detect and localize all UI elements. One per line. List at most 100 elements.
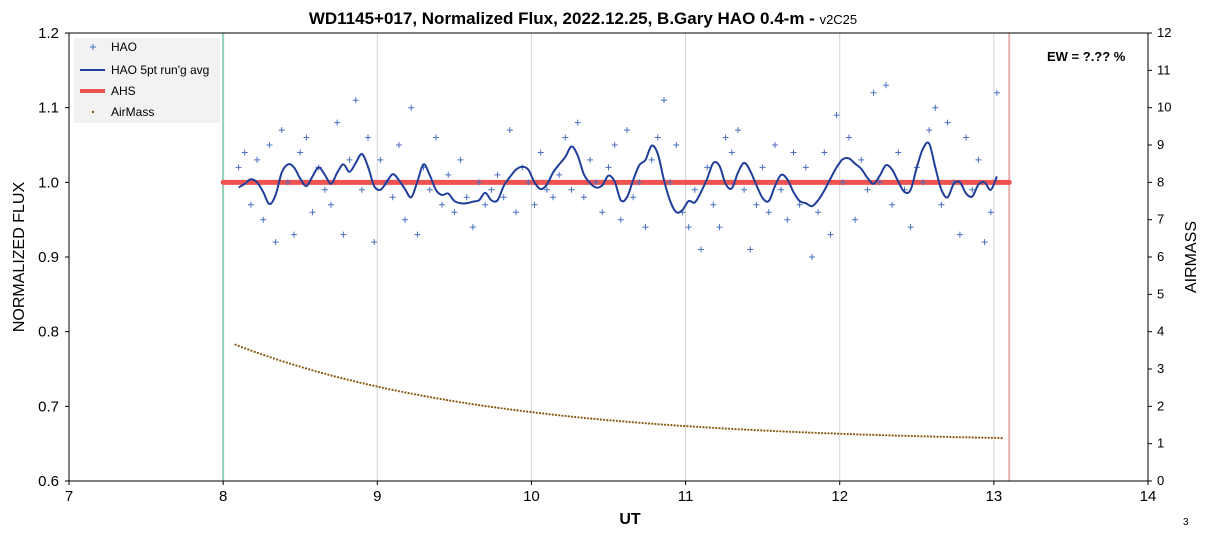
hao-running-average-series <box>238 141 998 214</box>
hao-point <box>457 156 464 163</box>
hao-point <box>309 209 316 216</box>
airmass-point <box>689 425 692 428</box>
airmass-point <box>654 422 657 426</box>
hao-point <box>673 142 680 148</box>
airmass-point <box>510 408 513 411</box>
hao-point <box>728 149 735 156</box>
airmass-point <box>712 426 715 429</box>
airmass-point <box>298 365 301 368</box>
airmass-point <box>407 392 410 395</box>
airmass-point <box>817 431 821 435</box>
hao-point <box>476 179 482 186</box>
airmass-point <box>420 394 423 397</box>
airmass-point <box>840 432 843 435</box>
airmass-point <box>872 433 875 436</box>
x-tick-label: 10 <box>523 488 540 505</box>
airmass-point <box>538 412 542 415</box>
hao-point <box>926 127 933 134</box>
airmass-point <box>657 423 660 426</box>
airmass-point <box>798 431 801 434</box>
y-axis-label: NORMALIZED FLUX <box>11 182 28 333</box>
airmass-point <box>266 355 269 358</box>
airmass-point <box>580 416 583 419</box>
hao-point <box>864 186 871 193</box>
airmass-point <box>958 436 962 439</box>
airmass-point <box>445 399 449 402</box>
airmass-point <box>929 435 933 438</box>
hao-point <box>328 201 334 208</box>
airmass-point <box>372 384 375 387</box>
airmass-point <box>731 427 734 430</box>
hao-point <box>747 246 754 253</box>
airmass-point <box>885 434 888 437</box>
hao-point <box>963 134 970 141</box>
airmass-point <box>256 351 259 355</box>
airmass-point <box>554 413 558 417</box>
airmass-point <box>596 418 599 421</box>
hao-point <box>870 89 877 96</box>
airmass-point <box>599 418 603 421</box>
airmass-point <box>542 412 545 415</box>
airmass-point <box>702 426 705 429</box>
hao-point <box>735 127 741 134</box>
airmass-point <box>830 432 833 435</box>
airmass-point <box>404 391 407 394</box>
airmass-point <box>320 371 324 375</box>
airmass-point <box>593 417 596 420</box>
airmass-point <box>452 400 455 403</box>
airmass-point <box>888 434 891 437</box>
x-tick-label: 14 <box>1140 488 1157 505</box>
airmass-point <box>644 422 647 425</box>
x-tick-label: 12 <box>831 488 848 505</box>
airmass-point <box>782 430 785 433</box>
airmass-point <box>478 404 481 407</box>
airmass-point <box>923 435 926 438</box>
airmass-point <box>308 368 311 371</box>
airmass-point <box>426 395 429 398</box>
hao-point <box>599 209 606 216</box>
airmass-point <box>833 432 837 435</box>
airmass-point <box>631 421 635 424</box>
airmass-point <box>417 393 420 396</box>
hao-point <box>654 134 661 141</box>
airmass-point <box>288 362 292 365</box>
airmass-point <box>353 380 356 383</box>
airmass-point <box>369 383 372 387</box>
running-average-line <box>238 141 998 214</box>
airmass-point <box>519 409 522 412</box>
airmass-point <box>285 361 288 364</box>
airmass-point <box>410 392 413 395</box>
airmass-point <box>615 419 619 422</box>
airmass-point <box>362 382 365 385</box>
legend-average-label: HAO 5pt run'g avg <box>111 63 209 77</box>
airmass-point <box>849 433 853 436</box>
hao-point <box>987 209 994 216</box>
hao-point <box>513 209 519 216</box>
airmass-point <box>583 416 587 420</box>
right-tick-label: 10 <box>1157 100 1171 115</box>
airmass-point <box>612 419 615 422</box>
airmass-point <box>859 433 862 436</box>
airmass-point <box>878 434 881 437</box>
airmass-point <box>968 436 971 439</box>
airmass-point <box>333 375 336 378</box>
airmass-point <box>936 435 939 438</box>
airmass-point <box>856 433 859 436</box>
airmass-point <box>474 403 477 406</box>
right-tick-label: 9 <box>1157 137 1164 152</box>
hao-point <box>371 239 378 246</box>
hao-point <box>414 231 421 238</box>
airmass-point <box>821 432 824 435</box>
hao-point <box>920 179 926 186</box>
hao-point <box>722 134 729 141</box>
airmass-point <box>535 411 538 414</box>
legend: HAO HAO 5pt run'g avg AHS AirMass <box>74 38 220 123</box>
hao-point <box>883 82 889 89</box>
airmass-point <box>853 433 856 436</box>
hao-point <box>439 201 445 208</box>
airmass-point <box>458 401 461 404</box>
airmass-point <box>622 420 625 423</box>
hao-point <box>346 156 353 163</box>
airmass-point <box>506 408 509 411</box>
hao-point <box>772 142 778 148</box>
